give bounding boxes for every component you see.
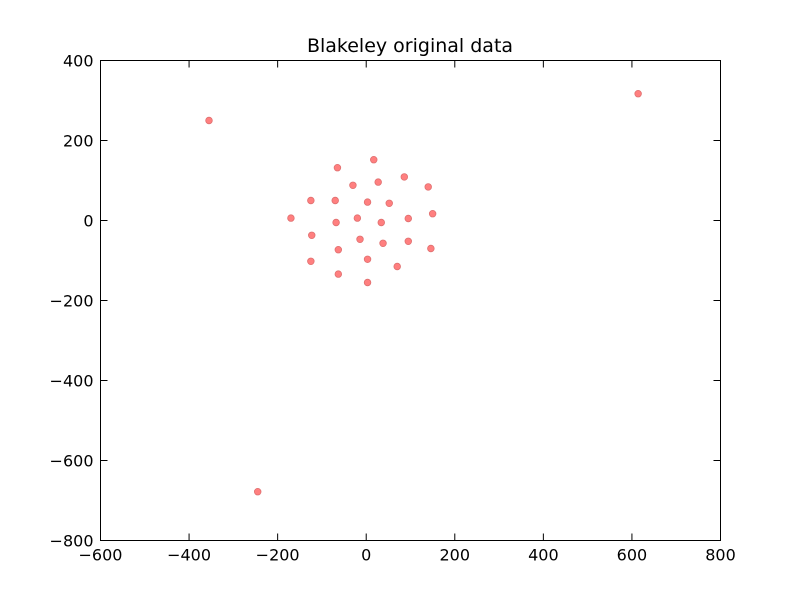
data-point (349, 181, 357, 189)
data-point (374, 178, 382, 186)
y-tick-label: −600 (50, 452, 94, 471)
plot-frame (100, 60, 721, 541)
data-point (634, 89, 642, 98)
data-point (404, 237, 412, 245)
x-tick-label: −400 (167, 546, 211, 565)
data-point (428, 209, 437, 218)
data-point (404, 214, 412, 223)
data-point (307, 196, 315, 205)
data-point (370, 155, 378, 164)
data-point (363, 198, 372, 206)
data-point (379, 239, 387, 247)
chart-title: Blakeley original data (307, 35, 513, 57)
points-layer (205, 89, 642, 496)
data-point (332, 218, 340, 227)
data-point (393, 262, 401, 271)
x-tick-label: −200 (256, 546, 300, 565)
data-point (334, 245, 343, 254)
data-point (308, 231, 316, 239)
data-point (363, 255, 372, 263)
ticks-layer: −600 −400 −200 0 200 400 600 800−800−600−400−20… (50, 52, 736, 565)
data-point (363, 278, 372, 287)
data-point (356, 235, 364, 243)
data-point (331, 196, 339, 205)
x-tick-label: 200 (440, 546, 471, 565)
y-tick-label: 200 (63, 132, 94, 151)
data-point (334, 270, 343, 278)
x-tick-label: 600 (617, 546, 648, 565)
y-tick-label: 400 (63, 52, 94, 71)
data-point (205, 116, 213, 125)
data-point (424, 183, 432, 191)
data-point (385, 199, 393, 207)
x-tick-label: 0 (361, 546, 371, 565)
data-point (400, 173, 408, 181)
x-tick-label: −600 (79, 546, 123, 565)
data-point (287, 214, 295, 222)
x-tick-label: 800 (705, 546, 736, 565)
y-tick-label: −400 (50, 372, 94, 391)
data-point (427, 244, 435, 253)
data-point (377, 218, 385, 227)
data-point (307, 257, 315, 265)
y-tick-label: −200 (50, 292, 94, 311)
y-tick-label: 0 (83, 212, 93, 231)
data-point (254, 488, 262, 496)
x-tick-label: 400 (528, 546, 559, 565)
data-point (333, 163, 342, 172)
data-point (353, 214, 362, 222)
y-tick-label: −800 (50, 532, 94, 551)
